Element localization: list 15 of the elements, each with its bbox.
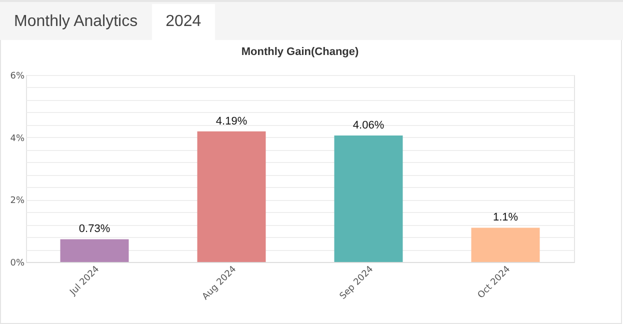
bar: [471, 228, 540, 262]
chart-title: Monthly Gain(Change): [241, 46, 359, 58]
data-label: 4.19%: [216, 115, 248, 128]
y-tick-label: 4%: [10, 134, 25, 144]
text: 2024: [152, 4, 216, 40]
y-tick-label: 2%: [10, 196, 25, 206]
bar: [334, 135, 403, 262]
data-label: 0.73%: [78, 223, 110, 236]
bar: [197, 131, 266, 262]
y-tick-label: 6%: [10, 72, 25, 82]
data-label: 4.06%: [352, 119, 384, 132]
y-tick-label: 0%: [10, 258, 25, 268]
bar: [60, 239, 129, 262]
text: Monthly Analytics: [13, 12, 139, 32]
data-label: 1.1%: [492, 212, 518, 224]
